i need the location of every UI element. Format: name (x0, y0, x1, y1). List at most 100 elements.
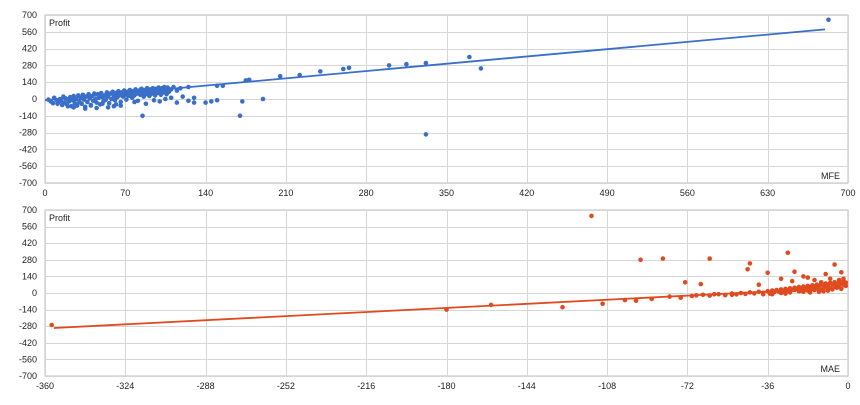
data-point (118, 99, 123, 105)
y-tick-label: 0 (32, 288, 37, 298)
data-point (560, 304, 565, 310)
y-tick-label: -420 (19, 338, 37, 348)
series-label: Profit (49, 213, 71, 223)
x-tick-label: 560 (680, 188, 695, 198)
data-point (162, 84, 167, 90)
x-tick-label: -36 (761, 381, 774, 391)
data-point (214, 97, 220, 103)
data-point (191, 95, 197, 101)
x-tick-label: -216 (357, 381, 375, 391)
data-point (100, 101, 105, 107)
y-tick-label: -700 (19, 178, 37, 188)
data-point (346, 65, 352, 71)
y-tick-label: -700 (19, 371, 37, 381)
data-point (698, 281, 704, 287)
data-point (106, 100, 112, 106)
data-point (71, 105, 76, 110)
y-tick-label: -280 (19, 321, 37, 331)
data-point (423, 132, 429, 137)
data-point (50, 100, 56, 106)
data-point (260, 96, 266, 102)
y-tick-label: 140 (22, 77, 37, 87)
data-point (785, 250, 791, 255)
data-point (174, 88, 180, 93)
data-point (827, 276, 833, 282)
data-point (94, 105, 99, 111)
x-tick-label: 0 (42, 188, 47, 198)
trend-line (44, 28, 826, 102)
data-point (203, 100, 208, 105)
data-point (633, 298, 639, 304)
x-tick-label: -324 (116, 381, 134, 391)
x-tick-label: 350 (439, 188, 454, 198)
data-point (386, 63, 392, 68)
y-tick-label: -280 (19, 128, 37, 138)
data-point (638, 257, 643, 263)
x-tick-label: 70 (120, 188, 130, 198)
data-point (404, 61, 409, 67)
y-tick-label: 280 (22, 255, 37, 265)
data-point (209, 99, 214, 104)
y-tick-label: -560 (19, 354, 37, 364)
data-point (816, 289, 822, 295)
x-tick-label: -72 (681, 381, 694, 391)
data-point (113, 102, 119, 107)
data-point (745, 267, 750, 272)
data-point (74, 102, 80, 107)
data-point (94, 100, 99, 105)
data-point (104, 90, 110, 95)
y-tick-label: 560 (22, 27, 37, 37)
data-point (823, 271, 828, 277)
data-point (478, 66, 484, 71)
data-point (151, 97, 157, 103)
data-point (156, 85, 161, 90)
data-point (812, 277, 817, 283)
data-point (318, 69, 323, 74)
data-point (277, 73, 283, 79)
data-point (756, 282, 762, 288)
data-point (600, 301, 605, 307)
data-point (792, 269, 797, 275)
trend-line (53, 286, 844, 329)
y-tick-label: -560 (19, 161, 37, 171)
data-point (778, 290, 784, 296)
x-tick-label: -288 (197, 381, 215, 391)
data-point (807, 290, 813, 295)
x-tick-label: 280 (359, 188, 374, 198)
data-point (168, 95, 174, 101)
chart-panel-1: 0 70 140 210 280 350 420 490 560 630 700 -700 -560 -4… (19, 10, 856, 198)
data-point (132, 99, 137, 105)
y-tick-label: 700 (22, 205, 37, 215)
data-point (133, 87, 138, 92)
data-point (801, 274, 806, 279)
data-point (843, 283, 849, 289)
data-point (82, 106, 88, 111)
data-point (839, 270, 844, 275)
y-tick-label: 0 (32, 94, 37, 104)
x-tick-label: -360 (36, 381, 54, 391)
data-point (240, 99, 245, 104)
data-point (341, 66, 346, 72)
data-point (769, 291, 775, 297)
data-point (789, 278, 795, 284)
x-tick-label: 0 (845, 381, 850, 391)
y-tick-label: -140 (19, 305, 37, 315)
data-point (140, 113, 145, 119)
data-point (589, 213, 594, 219)
data-point (707, 256, 712, 261)
data-point (765, 270, 770, 276)
data-point (150, 85, 156, 91)
y-tick-label: -140 (19, 111, 37, 121)
x-tick-label: 420 (519, 188, 534, 198)
x-tick-label: 490 (600, 188, 615, 198)
series-label: Profit (49, 18, 71, 28)
data-point (163, 96, 168, 102)
x-tick-label: 210 (278, 188, 293, 198)
x-tick-label: 140 (198, 188, 213, 198)
data-point (180, 94, 185, 99)
data-point (825, 288, 831, 293)
x-tick-label: -108 (598, 381, 616, 391)
data-point (174, 100, 180, 105)
y-tick-label: 280 (22, 60, 37, 70)
data-point (143, 101, 149, 107)
